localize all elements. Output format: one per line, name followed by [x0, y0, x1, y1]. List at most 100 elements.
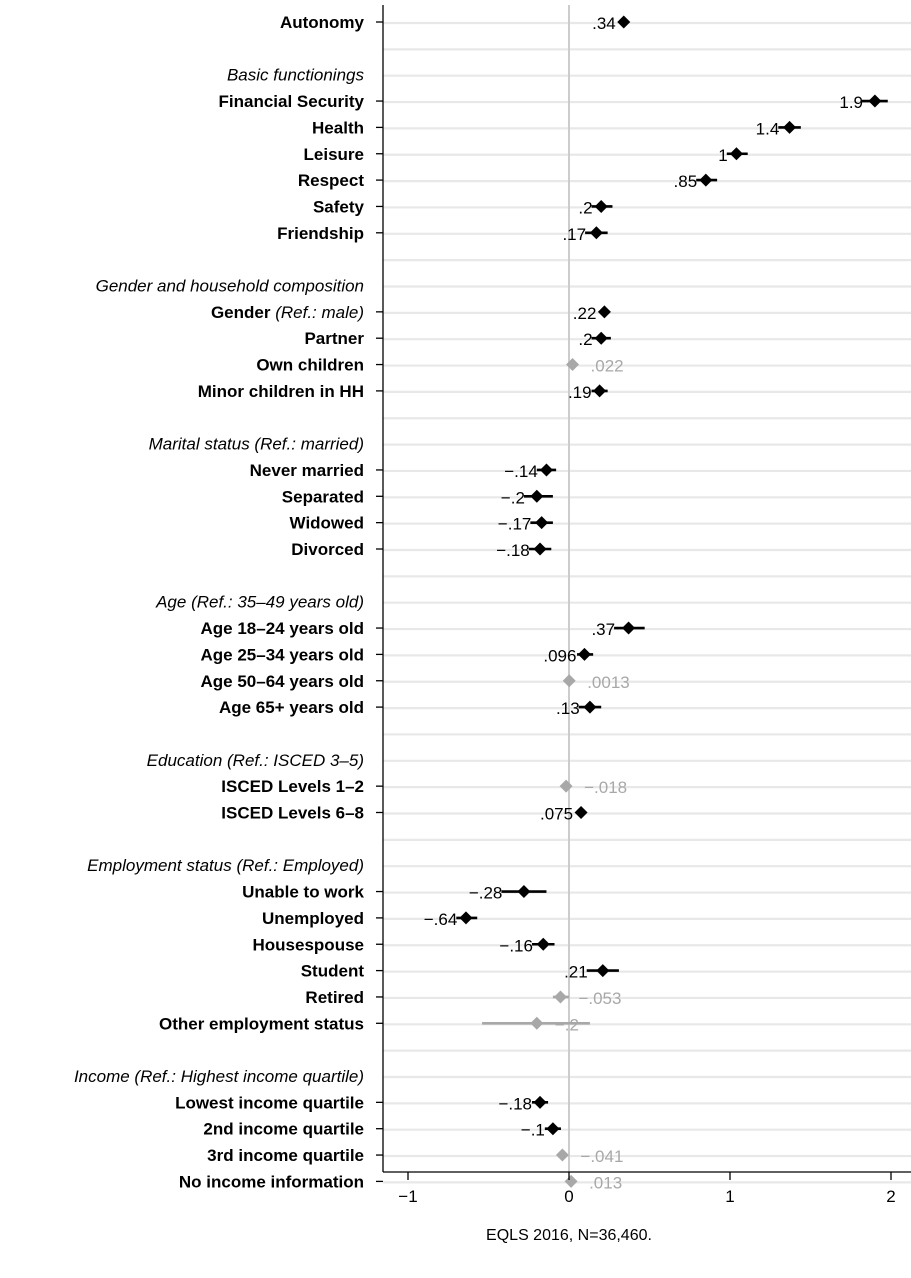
point-estimate-marker — [577, 647, 591, 661]
point-estimate-marker — [555, 1148, 569, 1162]
point-estimate-marker — [559, 779, 573, 793]
point-estimate-marker — [783, 120, 797, 134]
point-estimate-marker — [530, 489, 544, 503]
data-value-label: 1.4 — [756, 119, 780, 138]
point-estimate-marker — [593, 384, 607, 398]
data-value-label: −.14 — [504, 462, 538, 481]
data-value-label: −.17 — [498, 515, 532, 534]
point-estimate-marker — [539, 463, 553, 477]
group-header: Age (Ref.: 35–49 years old) — [155, 593, 364, 612]
data-value-label: −.18 — [496, 541, 530, 560]
row-label: Age 65+ years old — [219, 698, 364, 717]
row-label: Friendship — [277, 224, 364, 243]
row-label: Own children — [256, 356, 364, 375]
point-estimate-marker — [533, 542, 547, 556]
data-value-label: 1.9 — [839, 93, 863, 112]
data-value-label: .17 — [562, 225, 586, 244]
data-value-label: −.041 — [580, 1147, 623, 1166]
point-estimate-marker — [589, 226, 603, 240]
row-label: Other employment status — [159, 1014, 364, 1033]
x-axis-ticks: −1 0 1 2 — [398, 1172, 896, 1206]
data-value-label: 1 — [718, 146, 727, 165]
point-estimate-marker — [622, 621, 636, 635]
row-label: Age 50–64 years old — [201, 672, 364, 691]
point-estimate-marker — [596, 964, 610, 978]
row-label: Lowest income quartile — [175, 1093, 364, 1112]
point-estimate-marker — [536, 937, 550, 951]
group-header: Income (Ref.: Highest income quartile) — [74, 1067, 364, 1086]
group-header: Gender and household composition — [96, 277, 364, 296]
data-value-label: .13 — [556, 699, 580, 718]
row-labels: Autonomy Basic functionings Financial Secu… — [74, 13, 365, 1191]
data-value-label: −.28 — [469, 884, 503, 903]
group-header: Education (Ref.: ISCED 3–5) — [147, 751, 364, 770]
row-label: Gender (Ref.: male) — [211, 303, 364, 322]
data-value-label: .2 — [578, 198, 592, 217]
row-label: Student — [301, 962, 365, 981]
row-label: Financial Security — [219, 92, 365, 111]
data-value-label: −.2 — [501, 488, 525, 507]
point-estimate-marker — [617, 15, 631, 29]
data-value-label: .21 — [564, 963, 588, 982]
point-estimate-marker — [459, 911, 473, 925]
row-label: ISCED Levels 1–2 — [221, 777, 364, 796]
data-value-label: .096 — [543, 646, 576, 665]
row-label-ref: (Ref.: male) — [275, 303, 364, 322]
point-estimate-marker — [868, 94, 882, 108]
row-label: Age 25–34 years old — [201, 645, 364, 664]
data-value-label: .0013 — [587, 673, 630, 692]
row-label: Health — [312, 118, 364, 137]
point-estimate-marker — [517, 885, 531, 899]
point-estimate-marker — [597, 305, 611, 319]
data-value-label: −.053 — [578, 989, 621, 1008]
data-value-label: .37 — [591, 620, 615, 639]
data-value-label: −.64 — [424, 910, 458, 929]
axes: −1 0 1 2 — [382, 5, 911, 1206]
row-label: Autonomy — [280, 13, 365, 32]
point-estimate-marker — [553, 990, 567, 1004]
point-estimate-marker — [574, 806, 588, 819]
data-value-label: .013 — [589, 1173, 622, 1192]
x-tick-label: 2 — [886, 1187, 895, 1206]
data-value-label: .22 — [573, 304, 597, 323]
point-estimate-marker — [535, 516, 549, 530]
row-label: 2nd income quartile — [203, 1120, 364, 1139]
data-value-label: −.16 — [499, 936, 533, 955]
data-value-label: −.18 — [498, 1094, 532, 1113]
group-header: Employment status (Ref.: Employed) — [87, 856, 364, 875]
row-label: 3rd income quartile — [207, 1146, 364, 1165]
row-label: Partner — [304, 329, 364, 348]
row-label: No income information — [179, 1172, 364, 1191]
data-value-label: −.018 — [584, 778, 627, 797]
data-value-label: .022 — [591, 357, 624, 376]
group-header: Marital status (Ref.: married) — [149, 435, 364, 454]
grid-lines — [383, 21, 911, 1184]
row-label: Minor children in HH — [198, 382, 364, 401]
data-value-label: .19 — [568, 383, 592, 402]
point-estimate-marker — [533, 1095, 547, 1109]
point-estimate-marker — [564, 1174, 578, 1188]
group-header: Basic functionings — [227, 66, 365, 85]
row-label: Retired — [305, 988, 364, 1007]
row-label: Unable to work — [242, 883, 364, 902]
row-label: Widowed — [290, 514, 364, 533]
point-estimate-marker — [594, 331, 608, 345]
point-estimate-marker — [583, 700, 597, 714]
row-label: Housespouse — [253, 935, 364, 954]
row-label: Safety — [313, 197, 365, 216]
chart-caption: EQLS 2016, N=36,460. — [486, 1227, 652, 1244]
point-estimate-marker — [546, 1122, 560, 1136]
point-estimate-marker — [566, 358, 580, 372]
x-tick-label: −1 — [398, 1187, 417, 1206]
x-tick-label: 1 — [725, 1187, 734, 1206]
point-estimate-marker — [562, 674, 576, 688]
point-estimate-marker — [530, 1016, 544, 1030]
row-label: Age 18–24 years old — [201, 619, 364, 638]
row-label: ISCED Levels 6–8 — [221, 804, 364, 823]
x-tick-label: 0 — [564, 1187, 573, 1206]
row-label: Never married — [250, 461, 364, 480]
data-value-label: .34 — [592, 14, 616, 33]
row-label: Unemployed — [262, 909, 364, 928]
row-label: Leisure — [304, 145, 364, 164]
